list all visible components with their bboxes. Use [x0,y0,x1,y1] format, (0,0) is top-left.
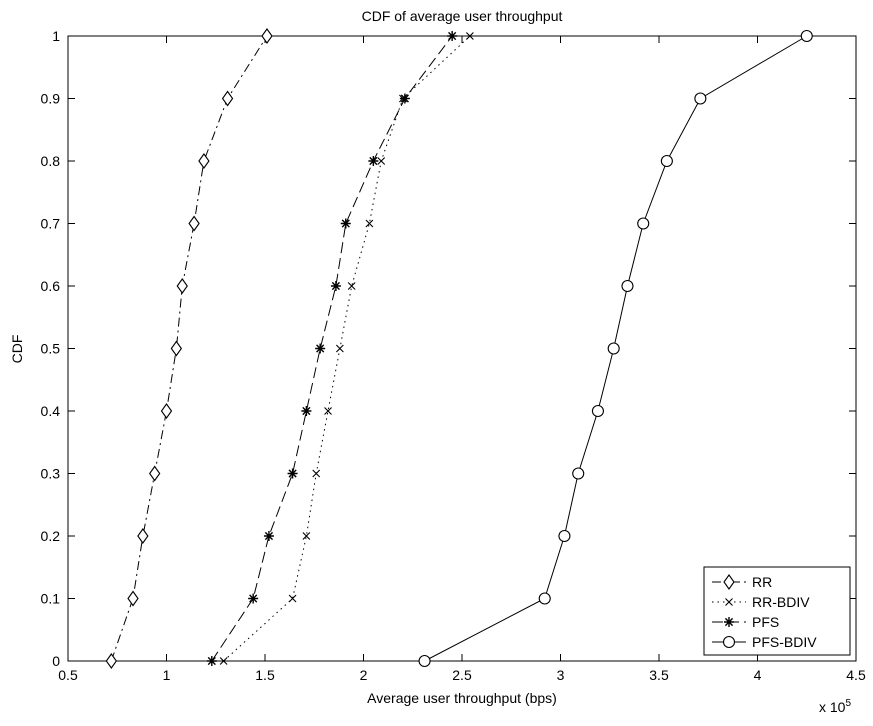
point-pfs [287,468,298,479]
legend-marker-rr [723,574,735,590]
x-tick-label: 2.5 [452,667,472,683]
point-pfs-bdiv [418,654,431,668]
point-rr [105,653,118,669]
point-rr [176,278,188,294]
y-tick-label: 0.6 [41,278,61,294]
point-pfs-bdiv [538,592,551,605]
point-pfs-bdiv [637,217,650,230]
point-pfs-bdiv [572,467,585,480]
y-tick-label: 0.2 [41,528,61,544]
point-pfs [315,343,326,354]
point-rr [137,528,149,544]
y-tick-label: 0.7 [41,216,61,232]
y-axis-title: CDF [9,335,25,364]
x-tick-label: 3 [557,667,565,683]
point-pfs [301,406,312,416]
series-line-pfs [211,35,453,662]
x-tick-label: 3.5 [649,667,669,683]
point-rr [188,215,200,232]
legend-label-pfs: PFS [752,614,779,630]
point-pfs [340,218,351,229]
series-line-rr [110,35,268,662]
y-tick-label: 1 [52,28,60,44]
x-tick-label: 1 [163,667,171,683]
plot-area: 0.5 1 1.5 2 2.5 3 3.5 4 4.5 0 0.1 0.2 0.3 0.4 0.5 0.6 0.… [41,28,866,683]
y-tick-label: 0 [52,653,60,669]
y-tick-label: 0.5 [41,341,61,357]
point-pfs-bdiv [660,154,673,168]
point-pfs-bdiv [800,29,813,43]
point-rr-bdiv [302,532,311,540]
legend-label-pfs-bdiv: PFS-BDIV [752,634,817,650]
x-tick-label: 4 [754,667,762,683]
series-line-rr-bdiv [223,35,471,662]
legend-marker-pfs-bdiv [722,635,736,649]
x-tick-label: 1.5 [255,667,275,683]
y-tick-label: 0.4 [41,403,61,419]
point-rr-bdiv [365,219,374,228]
x-tick-label: 2 [360,667,368,683]
point-rr-bdiv [347,282,356,290]
point-rr [198,153,210,169]
point-rr [221,90,234,107]
point-rr-bdiv [219,657,228,665]
point-rr-bdiv [335,344,344,353]
legend-marker-rr-bdiv [725,598,733,606]
point-rr [170,340,183,357]
point-pfs [248,593,259,604]
y-tick-label: 0.8 [41,153,61,169]
point-pfs [399,93,410,104]
point-rr-bdiv [312,469,321,478]
legend-label-rr-bdiv: RR-BDIV [752,594,810,610]
legend-label-rr: RR [752,574,772,590]
point-rr [261,28,273,44]
point-rr-bdiv [377,157,386,165]
y-tick-label: 0.1 [41,591,61,607]
y-tick-label: 0.3 [41,466,61,482]
point-pfs [330,281,341,291]
point-pfs [206,656,217,666]
x-axis-title: Average user throughput (bps) [367,690,557,706]
chart-title: CDF of average user throughput [362,8,563,24]
point-pfs [368,156,379,166]
point-rr-bdiv [288,594,297,603]
x-exponent-base: x 10 [819,699,846,715]
x-tick-label: 4.5 [846,667,866,683]
point-pfs [447,31,458,41]
x-axis-exponent: x 105 [819,698,851,715]
point-pfs-bdiv [558,529,571,543]
point-rr-bdiv [324,407,332,415]
legend: RR RR-BDIV PFS PFS-BDIV [703,566,851,656]
point-pfs-bdiv [694,92,707,105]
point-pfs-bdiv [591,404,604,418]
point-pfs-bdiv [621,279,634,293]
x-tick-label: 0.5 [58,667,78,683]
point-rr [149,465,161,482]
point-pfs [263,531,274,541]
legend-marker-pfs [724,617,734,627]
point-rr [160,403,173,419]
point-rr [127,590,139,607]
x-exponent-power: 5 [845,698,851,709]
point-pfs-bdiv [607,342,620,355]
point-rr-bdiv [465,32,474,40]
y-tick-label: 0.9 [41,91,61,107]
